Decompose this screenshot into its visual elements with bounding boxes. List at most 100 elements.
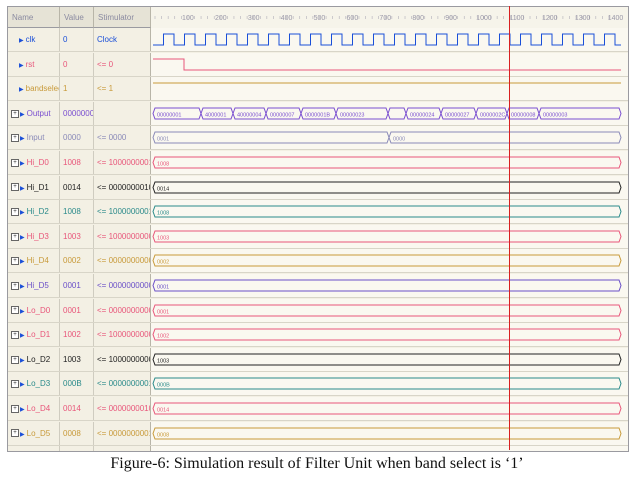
waveform-track[interactable]: 0014 <box>151 175 628 199</box>
ruler-tick-label: 600 <box>347 15 359 22</box>
waveform-track[interactable]: 0001 0000 <box>151 126 628 150</box>
bus-segment-label: 00000027 <box>445 112 469 118</box>
waveform-track[interactable]: 0014 <box>151 397 628 420</box>
signal-stimulator[interactable]: Clock <box>94 28 151 51</box>
bus-segment <box>388 131 622 144</box>
expand-toggle-icon[interactable]: + <box>11 134 19 143</box>
waveform-track[interactable] <box>151 28 628 51</box>
signal-row[interactable]: ▶bandselect1<= 1 <box>8 77 628 102</box>
expand-toggle-icon[interactable]: + <box>11 355 19 364</box>
waveform-track[interactable] <box>151 52 628 76</box>
signal-stimulator[interactable]: <= 0000000000010 <box>94 249 151 273</box>
signal-name-cell[interactable]: + ▶ Input <box>8 126 60 150</box>
signal-stimulator[interactable]: <= 0000000010100 <box>94 175 151 199</box>
signal-stimulator[interactable]: <= 1000000000010 <box>94 323 151 347</box>
waveform-track[interactable]: 0001 <box>151 274 628 297</box>
signal-stimulator[interactable]: <= 0000000001011 <box>94 372 151 396</box>
signal-row[interactable]: + ▶ Input 0000 <= 0000 0001 0000 <box>8 126 628 151</box>
signal-name-cell[interactable]: ▶ rst <box>8 52 60 76</box>
expand-toggle-icon[interactable]: + <box>11 183 19 192</box>
waveform-track[interactable]: 0002 <box>151 249 628 273</box>
signal-stimulator[interactable]: <= 0000 <box>94 126 151 150</box>
waveform-track[interactable]: 000B <box>151 372 628 396</box>
expand-toggle-icon[interactable]: + <box>11 232 19 241</box>
expand-toggle-icon[interactable]: + <box>11 281 19 290</box>
expand-toggle-icon[interactable]: + <box>11 380 19 389</box>
signal-name-cell[interactable]: ▶ clk <box>8 28 60 51</box>
waveform-track[interactable]: 1008 <box>151 151 628 174</box>
expand-toggle-icon[interactable]: + <box>11 404 19 413</box>
expand-toggle-icon[interactable]: + <box>11 257 19 266</box>
expand-toggle-icon[interactable]: + <box>11 429 19 438</box>
signal-name-cell[interactable]: + ▶ Lo_D1 <box>8 323 60 347</box>
signal-name-cell[interactable]: + ▶ Lo_D4 <box>8 397 60 420</box>
signal-stimulator[interactable]: <= 1000000001... <box>94 200 151 224</box>
signal-name-cell[interactable]: + ▶ Hi_D2 <box>8 200 60 224</box>
waveform-track[interactable]: 00000001 4000001 40000004 00000007 0000001B 0… <box>151 101 628 125</box>
column-header-value[interactable]: Value <box>60 7 94 28</box>
signal-stimulator[interactable]: <= 0000000001000 <box>94 421 151 445</box>
waveform-track[interactable]: 1008 <box>151 200 628 224</box>
column-header-stimulator[interactable]: Stimulator <box>94 7 151 28</box>
time-cursor[interactable] <box>509 6 510 450</box>
waveform-track[interactable]: 1003 <box>151 347 628 371</box>
signal-stimulator[interactable] <box>94 101 151 125</box>
signal-stimulator[interactable]: <= 1000000000011 <box>94 224 151 248</box>
waveform-track[interactable]: 0001 <box>151 298 628 322</box>
time-ruler[interactable]: 100 200 300 400 500 600 700 800 900 1000 1100 1200 1… <box>151 7 628 29</box>
waveform: 0001 <box>152 304 622 317</box>
signal-value: 000B <box>60 372 94 396</box>
signal-name-cell[interactable]: +▶Prev <box>8 446 60 451</box>
signal-name: Hi_D0 <box>26 158 49 167</box>
signal-name-cell[interactable]: + ▶ Lo_D3 <box>8 372 60 396</box>
signal-name-cell[interactable]: + ▶ Hi_D0 <box>8 151 60 174</box>
waveform-track[interactable]: 1002 <box>151 323 628 347</box>
signal-stimulator[interactable]: <= 0000000010100 <box>94 397 151 420</box>
signal-name-cell[interactable]: + ▶ Hi_D3 <box>8 224 60 248</box>
waveform-track[interactable]: 00000000 <box>151 446 628 451</box>
signal-stimulator[interactable]: <= 0 <box>94 446 151 451</box>
waveform-track[interactable]: 0008 <box>151 421 628 445</box>
bus-segment <box>152 156 622 169</box>
signal-name-cell[interactable]: + ▶ Hi_D4 <box>8 249 60 273</box>
signal-name-cell[interactable]: + ▶ Lo_D0 <box>8 298 60 322</box>
signal-stimulator[interactable]: <= 0 <box>94 52 151 76</box>
signal-row[interactable]: ▶ clk 0 Clock <box>8 28 628 52</box>
signal-name-cell[interactable]: + ▶ Hi_D5 <box>8 274 60 297</box>
signal-stimulator[interactable]: <= 1000000001000 <box>94 151 151 174</box>
signal-value: 0008 <box>60 421 94 445</box>
signal-arrow-icon: ▶ <box>20 234 25 241</box>
signal-stimulator[interactable]: <= 1000000000011 <box>94 347 151 371</box>
signal-name-cell[interactable]: + ▶ Output <box>8 101 60 125</box>
signal-name-cell[interactable]: + ▶ Lo_D5 <box>8 421 60 445</box>
expand-toggle-icon[interactable]: + <box>11 109 19 118</box>
column-header-name[interactable]: Name <box>8 7 60 28</box>
signal-row[interactable]: ▶ rst 0 <= 0 <box>8 52 628 77</box>
signal-stimulator[interactable]: <= 1 <box>94 77 151 101</box>
signal-name-cell[interactable]: + ▶ Lo_D2 <box>8 347 60 371</box>
expand-toggle-icon[interactable]: + <box>11 331 19 340</box>
expand-toggle-icon[interactable]: + <box>11 158 19 167</box>
waveform-track[interactable]: 1003 <box>151 224 628 248</box>
expand-toggle-icon[interactable]: + <box>11 208 19 217</box>
signal-row[interactable]: + ▶ Output 0000000 00000001 4000001 40000004 00… <box>8 101 628 126</box>
waveform-track[interactable] <box>151 77 628 101</box>
expand-toggle-icon[interactable]: + <box>11 306 19 315</box>
signal-row[interactable]: +▶Prev00000000<= 000000000 <box>8 446 628 451</box>
signal-name-cell[interactable]: + ▶ Hi_D1 <box>8 175 60 199</box>
